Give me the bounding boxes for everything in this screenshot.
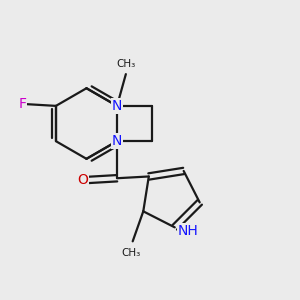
- Text: F: F: [18, 97, 26, 111]
- Text: O: O: [77, 173, 88, 187]
- Text: NH: NH: [178, 224, 199, 238]
- Text: N: N: [112, 99, 122, 113]
- Text: CH₃: CH₃: [121, 248, 141, 258]
- Text: CH₃: CH₃: [116, 58, 136, 68]
- Text: N: N: [112, 134, 122, 148]
